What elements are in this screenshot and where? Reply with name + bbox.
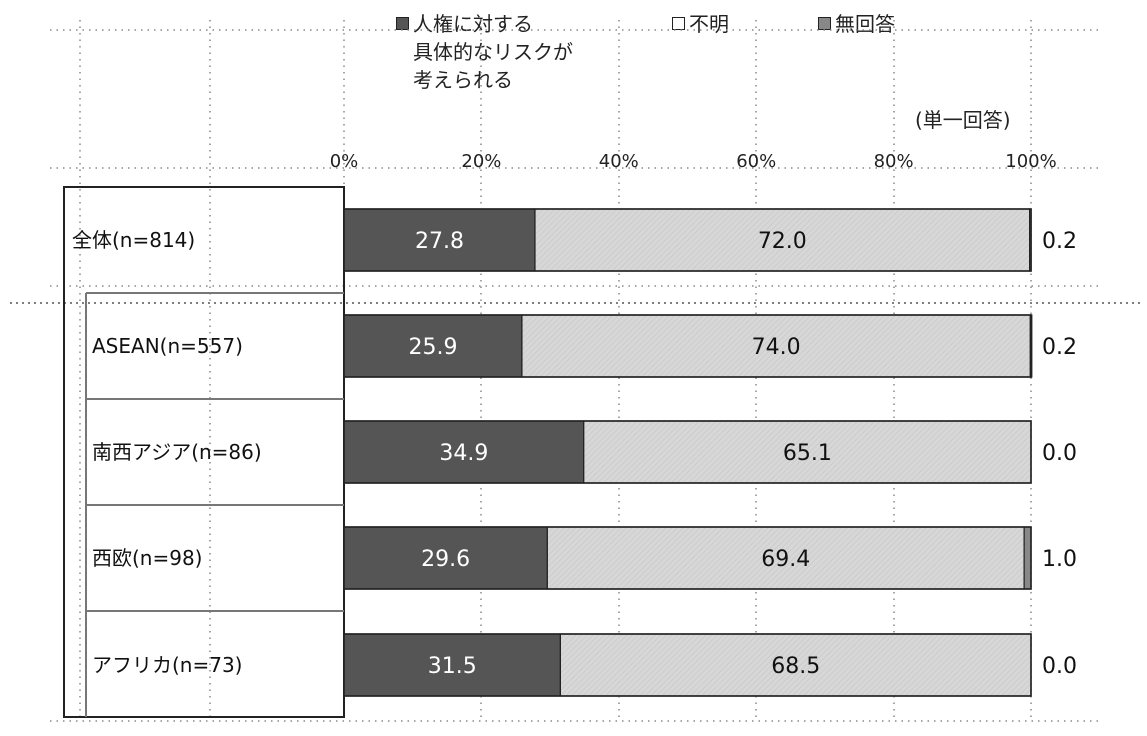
outside-label-4: 0.0 [1042, 654, 1077, 679]
value-label-1-4: 68.5 [771, 654, 820, 679]
x-tick-label-3: 60% [736, 151, 776, 172]
x-tick-label-1: 20% [461, 151, 501, 172]
legend-item-risk: 人権に対する 具体的なリスクが 考えられる [396, 10, 573, 94]
category-label-1: ASEAN(n=557) [92, 334, 243, 358]
bar-outline-1 [343, 314, 1032, 378]
bar-segment-1-2 [583, 420, 1032, 484]
legend-item-unknown: 不明 [672, 10, 729, 38]
bar-segment-0-4 [343, 633, 562, 697]
outside-label-1: 0.2 [1042, 335, 1077, 360]
category-label-0: 全体(n=814) [72, 228, 195, 252]
bar-outline-2 [343, 420, 1032, 484]
value-label-0-4: 31.5 [428, 654, 477, 679]
x-tick-label-4: 80% [874, 151, 914, 172]
x-tick-label-5: 100% [1005, 151, 1056, 172]
outside-label-0: 0.2 [1042, 229, 1077, 254]
answer-type-note: (単一回答) [915, 108, 1011, 132]
outside-label-3: 1.0 [1042, 547, 1077, 572]
x-tick-label-0: 0% [330, 151, 359, 172]
legend-label-risk: 人権に対する 具体的なリスクが 考えられる [413, 12, 573, 92]
outside-label-2: 0.0 [1042, 441, 1077, 466]
value-label-1-0: 72.0 [758, 229, 807, 254]
category-label-2: 南西アジア(n=86) [92, 440, 262, 464]
bar-outline-3 [343, 526, 1032, 590]
category-label-3: 西欧(n=98) [92, 546, 203, 570]
value-label-0-2: 34.9 [439, 441, 488, 466]
bar-segment-2-3 [1023, 526, 1032, 590]
legend-label-no-answer: 無回答 [835, 12, 895, 36]
x-tick-label-2: 40% [599, 151, 639, 172]
legend-item-no-answer: 無回答 [818, 10, 895, 38]
value-label-1-2: 65.1 [783, 441, 832, 466]
value-label-0-3: 29.6 [421, 547, 470, 572]
value-label-0-1: 25.9 [408, 335, 457, 360]
bar-segment-0-3 [343, 526, 548, 590]
bar-segment-1-1 [521, 314, 1031, 378]
bar-outline-4 [343, 633, 1032, 697]
legend-swatch-unknown [672, 17, 685, 30]
legend-label-unknown: 不明 [689, 12, 729, 36]
bar-segment-1-4 [559, 633, 1032, 697]
value-label-1-1: 74.0 [752, 335, 801, 360]
bar-outline-0 [343, 208, 1032, 272]
value-label-0-0: 27.8 [415, 229, 464, 254]
bar-segment-0-1 [343, 314, 523, 378]
value-label-1-3: 69.4 [761, 547, 810, 572]
category-label-4: アフリカ(n=73) [92, 653, 243, 677]
